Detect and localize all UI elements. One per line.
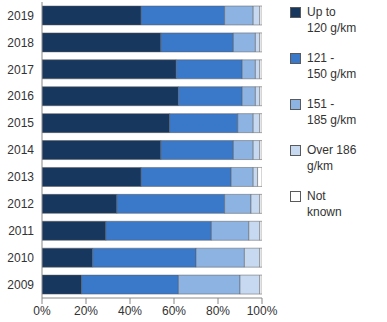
html-text:Not known: Not known [307,189,342,219]
svg-text:2017: 2017 [8,63,34,77]
svg-text:2013: 2013 [8,170,34,184]
svg-text:2012: 2012 [8,197,34,211]
svg-text:100%: 100% [247,304,278,318]
svg-text:2019: 2019 [8,9,34,23]
svg-text:0%: 0% [33,304,51,318]
svg-text:40%: 40% [118,304,142,318]
svg-text:2010: 2010 [8,251,34,265]
svg-text:2014: 2014 [8,143,34,157]
svg-text:2015: 2015 [8,116,34,130]
svg-text:2009: 2009 [8,278,34,292]
svg-text:2011: 2011 [8,224,34,238]
html-text:151 - 185 g/km: 151 - 185 g/km [307,97,357,127]
svg-text:2018: 2018 [8,36,34,50]
svg-text:60%: 60% [162,304,186,318]
html-text:121 - 150 g/km: 121 - 150 g/km [307,51,357,81]
html-text:Up to 120 g/km: Up to 120 g/km [307,5,357,35]
svg-text:2016: 2016 [8,89,34,103]
svg-text:20%: 20% [74,304,98,318]
html-text:Over 186 g/km: Over 186 g/km [307,143,357,173]
svg-text:80%: 80% [206,304,230,318]
